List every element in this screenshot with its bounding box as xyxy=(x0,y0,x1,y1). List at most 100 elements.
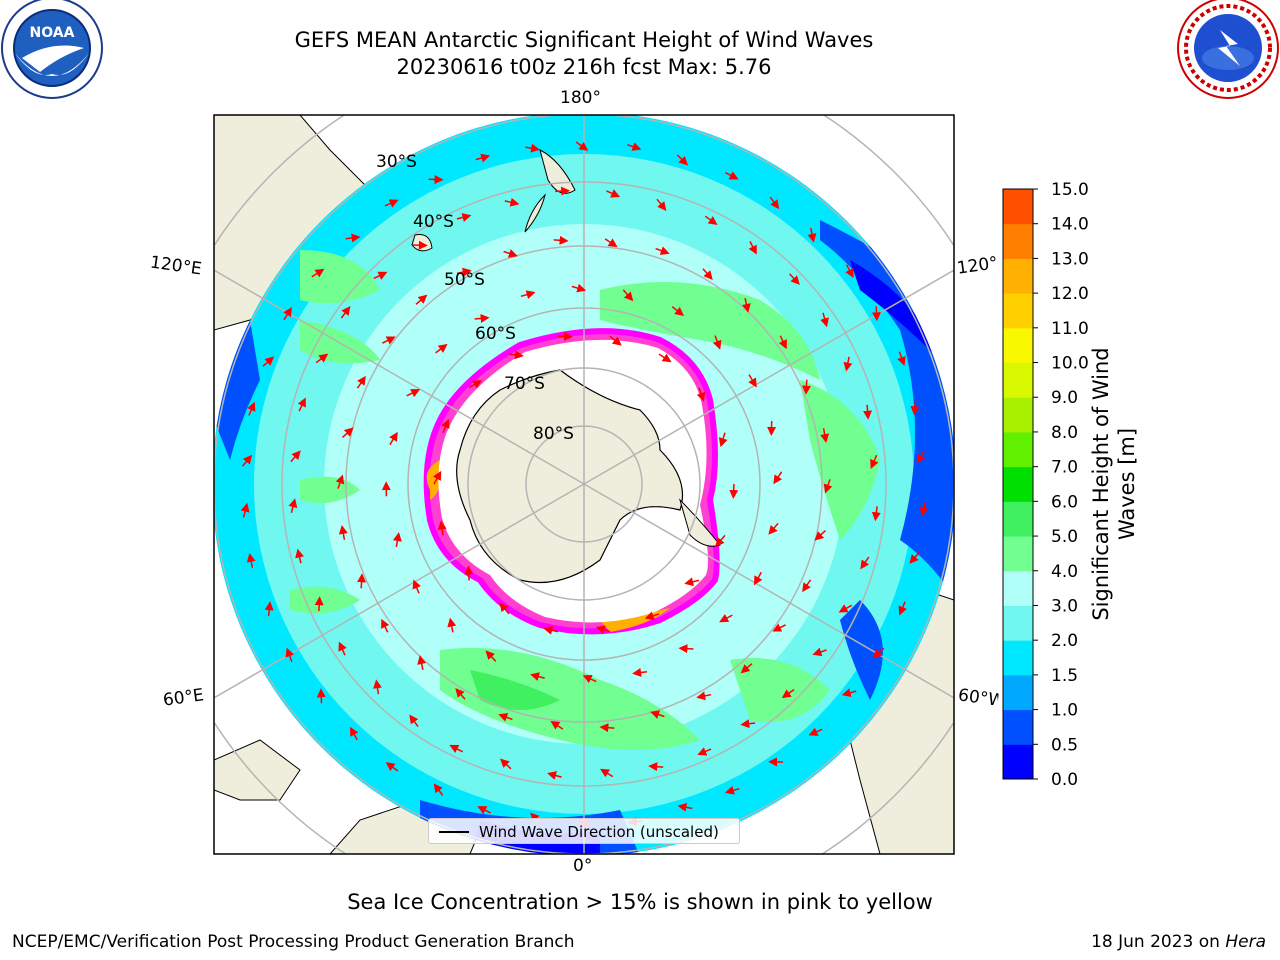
wind-wave-arrows xyxy=(240,141,929,829)
wind-wave-arrow xyxy=(676,154,689,166)
lat-label-80s: 80°S xyxy=(533,424,574,444)
colorbar-tick-label: 8.0 xyxy=(1051,423,1078,443)
wind-wave-arrow xyxy=(622,289,634,302)
wind-wave-arrow xyxy=(644,611,660,621)
wind-wave-arrow xyxy=(801,379,811,395)
wind-wave-arrow xyxy=(477,806,492,815)
colorbar-segment xyxy=(1003,640,1033,676)
wind-wave-arrow xyxy=(753,571,763,586)
wind-wave-arrow xyxy=(433,783,444,796)
wind-wave-arrow xyxy=(349,726,359,741)
lat-label-60s: 60°S xyxy=(475,324,516,344)
wind-wave-arrow xyxy=(338,524,348,540)
colorbar-segment xyxy=(1003,223,1033,259)
wind-wave-arrow xyxy=(432,470,442,485)
wind-wave-arrow xyxy=(863,404,873,420)
map-frame xyxy=(213,114,955,855)
wind-wave-arrow xyxy=(295,548,304,564)
lat-label-40s: 40°S xyxy=(413,212,454,232)
wind-wave-arrow xyxy=(872,647,885,659)
wind-wave-arrow xyxy=(870,454,879,469)
footer-date: 18 Jun 2023 on Hera xyxy=(1091,932,1266,952)
wind-wave-arrow xyxy=(437,520,447,536)
wind-wave-arrow xyxy=(582,674,597,684)
wind-wave-arrow xyxy=(283,307,292,321)
wind-wave-arrow xyxy=(316,688,326,704)
colorbar-tick-label: 3.0 xyxy=(1051,596,1078,616)
wind-wave-arrow xyxy=(468,380,483,389)
colorbar-tick-label: 11.0 xyxy=(1051,319,1089,339)
legend-label: Wind Wave Direction (unscaled) xyxy=(479,823,719,841)
wind-wave-arrow xyxy=(773,471,783,485)
wind-wave-arrow xyxy=(696,691,712,701)
wind-wave-arrow xyxy=(435,343,448,354)
footer-machine: Hera xyxy=(1225,932,1266,952)
wind-wave-arrow xyxy=(898,601,907,616)
wind-wave-arrow xyxy=(550,720,564,730)
wind-wave-arrow xyxy=(406,389,421,398)
wind-wave-arrow xyxy=(373,271,388,280)
wind-wave-arrow xyxy=(712,335,722,350)
wind-wave-arrow xyxy=(740,719,756,729)
nws-logo xyxy=(1177,0,1279,99)
colorbar-tick-label: 9.0 xyxy=(1051,388,1078,408)
wind-wave-arrow xyxy=(241,454,253,467)
wind-wave-arrow xyxy=(719,613,733,623)
wind-wave-arrow xyxy=(606,189,621,198)
wind-wave-arrow xyxy=(530,672,545,681)
wind-wave-arrow xyxy=(262,356,275,367)
wind-wave-arrow xyxy=(415,294,428,305)
wind-wave-arrow xyxy=(285,647,294,662)
wind-wave-arrow xyxy=(697,747,712,756)
wind-wave-arrow xyxy=(684,577,700,587)
wind-wave-arrow xyxy=(655,246,670,255)
wind-wave-arrow xyxy=(297,397,306,412)
wind-wave-arrow xyxy=(910,400,920,416)
wind-wave-arrow xyxy=(627,142,642,151)
wind-wave-arrow xyxy=(417,655,427,671)
wind-wave-arrow xyxy=(520,290,536,299)
noaa-logo-text: NOAA xyxy=(30,25,75,41)
wind-wave-arrow xyxy=(499,602,510,615)
wind-wave-arrow xyxy=(656,198,667,211)
noaa-logo: NOAA xyxy=(1,0,103,99)
lon-label-180: 180° xyxy=(560,88,601,108)
wind-wave-arrow xyxy=(345,233,361,243)
wind-wave-arrow xyxy=(919,501,929,517)
colorbar-tick-label: 12.0 xyxy=(1051,284,1089,304)
lon-label-0: 0° xyxy=(573,856,593,876)
footer-credit: NCEP/EMC/Verification Post Processing Pr… xyxy=(12,932,575,952)
colorbar-segment xyxy=(1003,258,1033,294)
colorbar-tick-label: 7.0 xyxy=(1051,458,1078,478)
colorbar-tick-label: 2.0 xyxy=(1051,631,1078,651)
wind-wave-arrow xyxy=(498,713,513,722)
wind-wave-arrow xyxy=(340,305,351,319)
wind-wave-arrow xyxy=(872,306,881,322)
graticule xyxy=(214,115,954,854)
wind-wave-arrow xyxy=(311,268,325,278)
wind-wave-arrow xyxy=(704,215,718,225)
wind-wave-arrow xyxy=(240,502,250,518)
colorbar-segment xyxy=(1003,327,1033,364)
wind-wave-arrow xyxy=(464,565,474,581)
wind-wave-arrow xyxy=(555,186,571,196)
colorbar-segment xyxy=(1003,362,1033,398)
wind-wave-arrow xyxy=(671,306,685,316)
wind-wave-arrow xyxy=(356,375,366,389)
lat-label-30s: 30°S xyxy=(376,152,417,172)
lat-label-70s: 70°S xyxy=(504,374,545,394)
colorbar-tick-label: 4.0 xyxy=(1051,562,1078,582)
wind-wave-arrow xyxy=(571,283,587,293)
wind-wave-arrow xyxy=(381,618,390,633)
wind-wave-arrow xyxy=(314,596,324,612)
wind-wave-arrow xyxy=(508,350,524,360)
wind-wave-arrow xyxy=(335,474,345,489)
wind-wave-arrow xyxy=(729,483,739,499)
colorbar-segment xyxy=(1003,397,1033,433)
wind-wave-arrow xyxy=(677,802,693,812)
colorbar-segment xyxy=(1003,709,1033,745)
wind-wave-arrow xyxy=(860,556,870,570)
colorbar-tick-label: 0.0 xyxy=(1051,770,1078,790)
wind-wave-arrow xyxy=(802,579,812,593)
colorbar-segment xyxy=(1003,605,1033,641)
